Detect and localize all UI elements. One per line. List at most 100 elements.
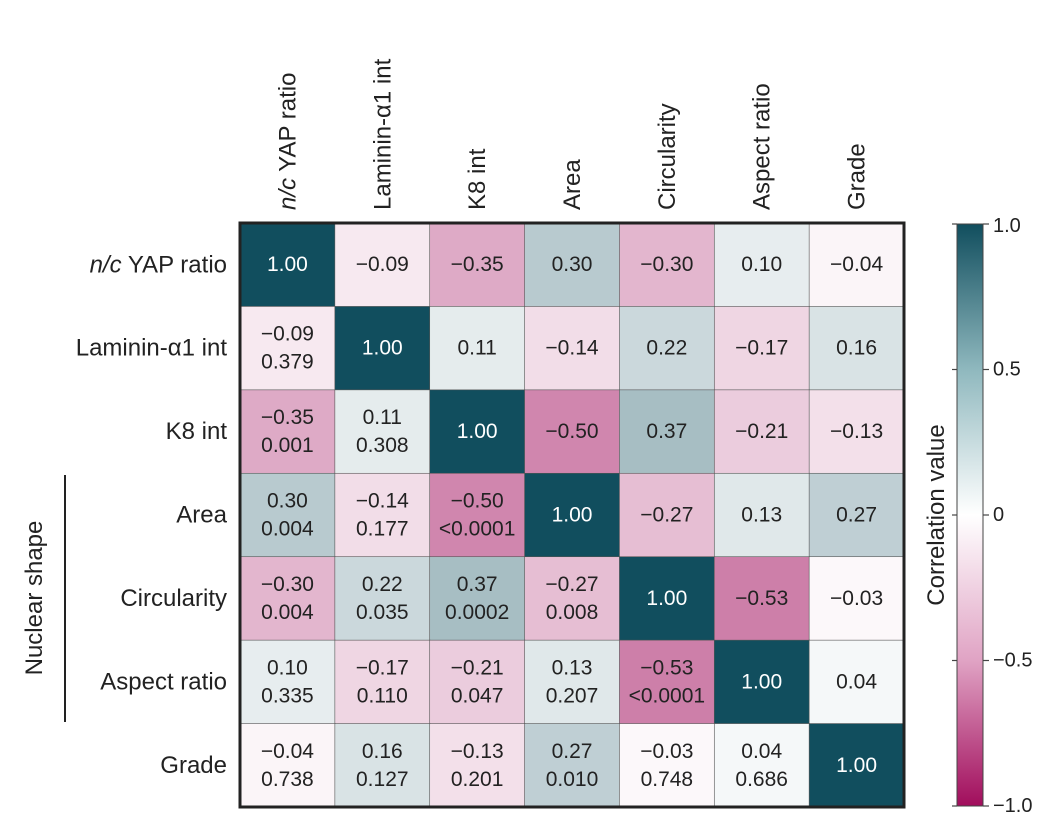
heatmap-cell-r2-c5 xyxy=(713,389,810,475)
group-label: Nuclear shape xyxy=(21,521,48,676)
cell-corr-label-r5-c3: 0.13 xyxy=(552,656,593,679)
cell-pvalue-label-r1-c0: 0.379 xyxy=(261,351,314,374)
heatmap-cell-r3-c3 xyxy=(524,472,621,558)
cell-corr-label-r2-c3: −0.50 xyxy=(545,420,598,443)
cell-corr-label-r1-c5: −0.17 xyxy=(735,337,788,360)
heatmap-cell-r2-c2 xyxy=(429,389,526,475)
cell-pvalue-label-r6-c4: 0.748 xyxy=(641,768,694,791)
heatmap-cell-r2-c0 xyxy=(239,389,336,475)
heatmap-cell-r4-c3 xyxy=(524,556,621,641)
heatmap-cells: 1.00 −0.09 −0.35 0.30 −0.30 0.10 −0.04 −0.09 0.3… xyxy=(239,222,905,808)
cell-pvalue-label-r4-c3: 0.008 xyxy=(546,601,599,624)
heatmap-cell-r4-c2 xyxy=(429,556,526,641)
cell-pvalue-label-r6-c3: 0.010 xyxy=(546,768,599,791)
row-label-area: Area xyxy=(176,502,227,529)
cell-corr-label-r4-c6: −0.03 xyxy=(830,587,883,610)
heatmap-cell-r0-c6 xyxy=(808,222,905,308)
heatmap-cell-r6-c1 xyxy=(334,723,431,808)
colorbar: 1.0 0.5 0 −0.5 −1.0 Correlation value xyxy=(923,215,1032,815)
cell-corr-label-r1-c4: 0.22 xyxy=(646,337,687,360)
heatmap-cell-r1-c1 xyxy=(334,306,431,391)
colorbar-tick-label-4: −1.0 xyxy=(993,795,1032,815)
cell-pvalue-label-r4-c1: 0.035 xyxy=(356,601,409,624)
heatmap-cell-r2-c1 xyxy=(334,389,431,475)
cell-pvalue-label-r5-c3: 0.207 xyxy=(546,684,599,707)
cell-corr-label-r0-c6: −0.04 xyxy=(830,253,883,276)
cell-pvalue-label-r3-c2: <0.0001 xyxy=(439,518,516,541)
heatmap-cell-r6-c0 xyxy=(239,723,336,808)
colorbar-tick-label-1: 0.5 xyxy=(993,359,1021,381)
row-label-grade: Grade xyxy=(160,752,227,779)
column-label-aspect-ratio: Aspect ratio xyxy=(749,83,776,210)
heatmap-cell-r0-c1 xyxy=(334,222,431,308)
cell-corr-label-r2-c2: 1.00 xyxy=(457,420,498,443)
cell-corr-label-r1-c0: −0.09 xyxy=(261,323,314,346)
cell-pvalue-label-r2-c0: 0.001 xyxy=(261,434,314,457)
cell-pvalue-label-r5-c1: 0.110 xyxy=(357,684,408,707)
heatmap-cell-r1-c0 xyxy=(239,306,336,391)
colorbar-tick-label-3: −0.5 xyxy=(993,650,1032,672)
heatmap-cell-r6-c4 xyxy=(619,723,716,808)
cell-pvalue-label-r5-c2: 0.047 xyxy=(451,684,504,707)
cell-corr-label-r6-c0: −0.04 xyxy=(261,740,314,763)
cell-corr-label-r1-c2: 0.11 xyxy=(457,337,496,360)
cell-corr-label-r0-c3: 0.30 xyxy=(552,253,593,276)
cell-pvalue-label-r3-c1: 0.177 xyxy=(356,518,409,541)
cell-corr-label-r0-c5: 0.10 xyxy=(741,253,782,276)
column-label-circularity: Circularity xyxy=(654,103,681,210)
cell-corr-label-r2-c0: −0.35 xyxy=(261,406,314,429)
heatmap-cell-r5-c3 xyxy=(524,639,621,725)
heatmap-border xyxy=(238,221,906,809)
cell-corr-label-r3-c4: −0.27 xyxy=(640,504,693,527)
heatmap-cell-r4-c6 xyxy=(808,556,905,641)
cell-pvalue-label-r5-c0: 0.335 xyxy=(261,684,314,707)
cell-corr-label-r0-c0: 1.00 xyxy=(267,253,308,276)
cell-corr-label-r6-c5: 0.04 xyxy=(741,740,782,763)
heatmap-cell-r3-c2 xyxy=(429,472,526,558)
cell-corr-label-r4-c2: 0.37 xyxy=(457,573,498,596)
cell-corr-label-r6-c6: 1.00 xyxy=(836,754,877,777)
heatmap-cell-r3-c4 xyxy=(619,472,716,558)
cell-corr-label-r4-c3: −0.27 xyxy=(545,573,598,596)
heatmap-cell-r3-c5 xyxy=(713,472,810,558)
heatmap-cell-r6-c3 xyxy=(524,723,621,808)
heatmap-cell-r4-c1 xyxy=(334,556,431,641)
cell-pvalue-label-r6-c1: 0.127 xyxy=(356,768,409,791)
cell-pvalue-label-r4-c2: 0.0002 xyxy=(445,601,509,624)
colorbar-tick-label-2: 0 xyxy=(993,504,1004,526)
cell-corr-label-r1-c1: 1.00 xyxy=(362,337,403,360)
cell-pvalue-label-r6-c5: 0.686 xyxy=(735,768,788,791)
cell-pvalue-label-r6-c0: 0.738 xyxy=(261,768,314,791)
cell-corr-label-r2-c1: 0.11 xyxy=(363,406,402,429)
colorbar-label: Correlation value xyxy=(923,424,950,605)
cell-corr-label-r6-c3: 0.27 xyxy=(552,740,593,763)
row-label-aspect-ratio: Aspect ratio xyxy=(100,668,227,695)
heatmap-cell-r2-c4 xyxy=(619,389,716,475)
heatmap-cell-r1-c5 xyxy=(713,306,810,391)
cell-corr-label-r3-c5: 0.13 xyxy=(741,504,782,527)
column-labels: n/c YAP ratio Laminin-α1 int K8 int Area Cir… xyxy=(274,58,870,210)
heatmap-cell-r3-c6 xyxy=(808,472,905,558)
heatmap-cell-r5-c4 xyxy=(619,639,716,725)
cell-corr-label-r3-c6: 0.27 xyxy=(836,504,877,527)
cell-corr-label-r4-c4: 1.00 xyxy=(646,587,687,610)
heatmap-cell-r1-c6 xyxy=(808,306,905,391)
cell-corr-label-r4-c1: 0.22 xyxy=(362,573,403,596)
heatmap-cell-r5-c6 xyxy=(808,639,905,725)
column-label-area: Area xyxy=(559,159,586,210)
cell-corr-label-r6-c2: −0.13 xyxy=(451,740,504,763)
heatmap-cell-r5-c2 xyxy=(429,639,526,725)
row-label-n-c-yap-ratio: n/c YAP ratio xyxy=(90,251,227,278)
cell-corr-label-r4-c0: −0.30 xyxy=(261,573,314,596)
heatmap-cell-r0-c0 xyxy=(239,222,336,308)
cell-pvalue-label-r2-c1: 0.308 xyxy=(356,434,409,457)
cell-corr-label-r5-c6: 0.04 xyxy=(836,670,877,693)
row-label-k8-int: K8 int xyxy=(166,418,228,445)
heatmap-cell-r6-c2 xyxy=(429,723,526,808)
heatmap-cell-r2-c3 xyxy=(524,389,621,475)
cell-corr-label-r3-c1: −0.14 xyxy=(356,490,409,513)
cell-pvalue-label-r5-c4: <0.0001 xyxy=(629,684,706,707)
cell-corr-label-r5-c1: −0.17 xyxy=(356,656,409,679)
heatmap-cell-r4-c0 xyxy=(239,556,336,641)
heatmap-cell-r4-c4 xyxy=(619,556,716,641)
